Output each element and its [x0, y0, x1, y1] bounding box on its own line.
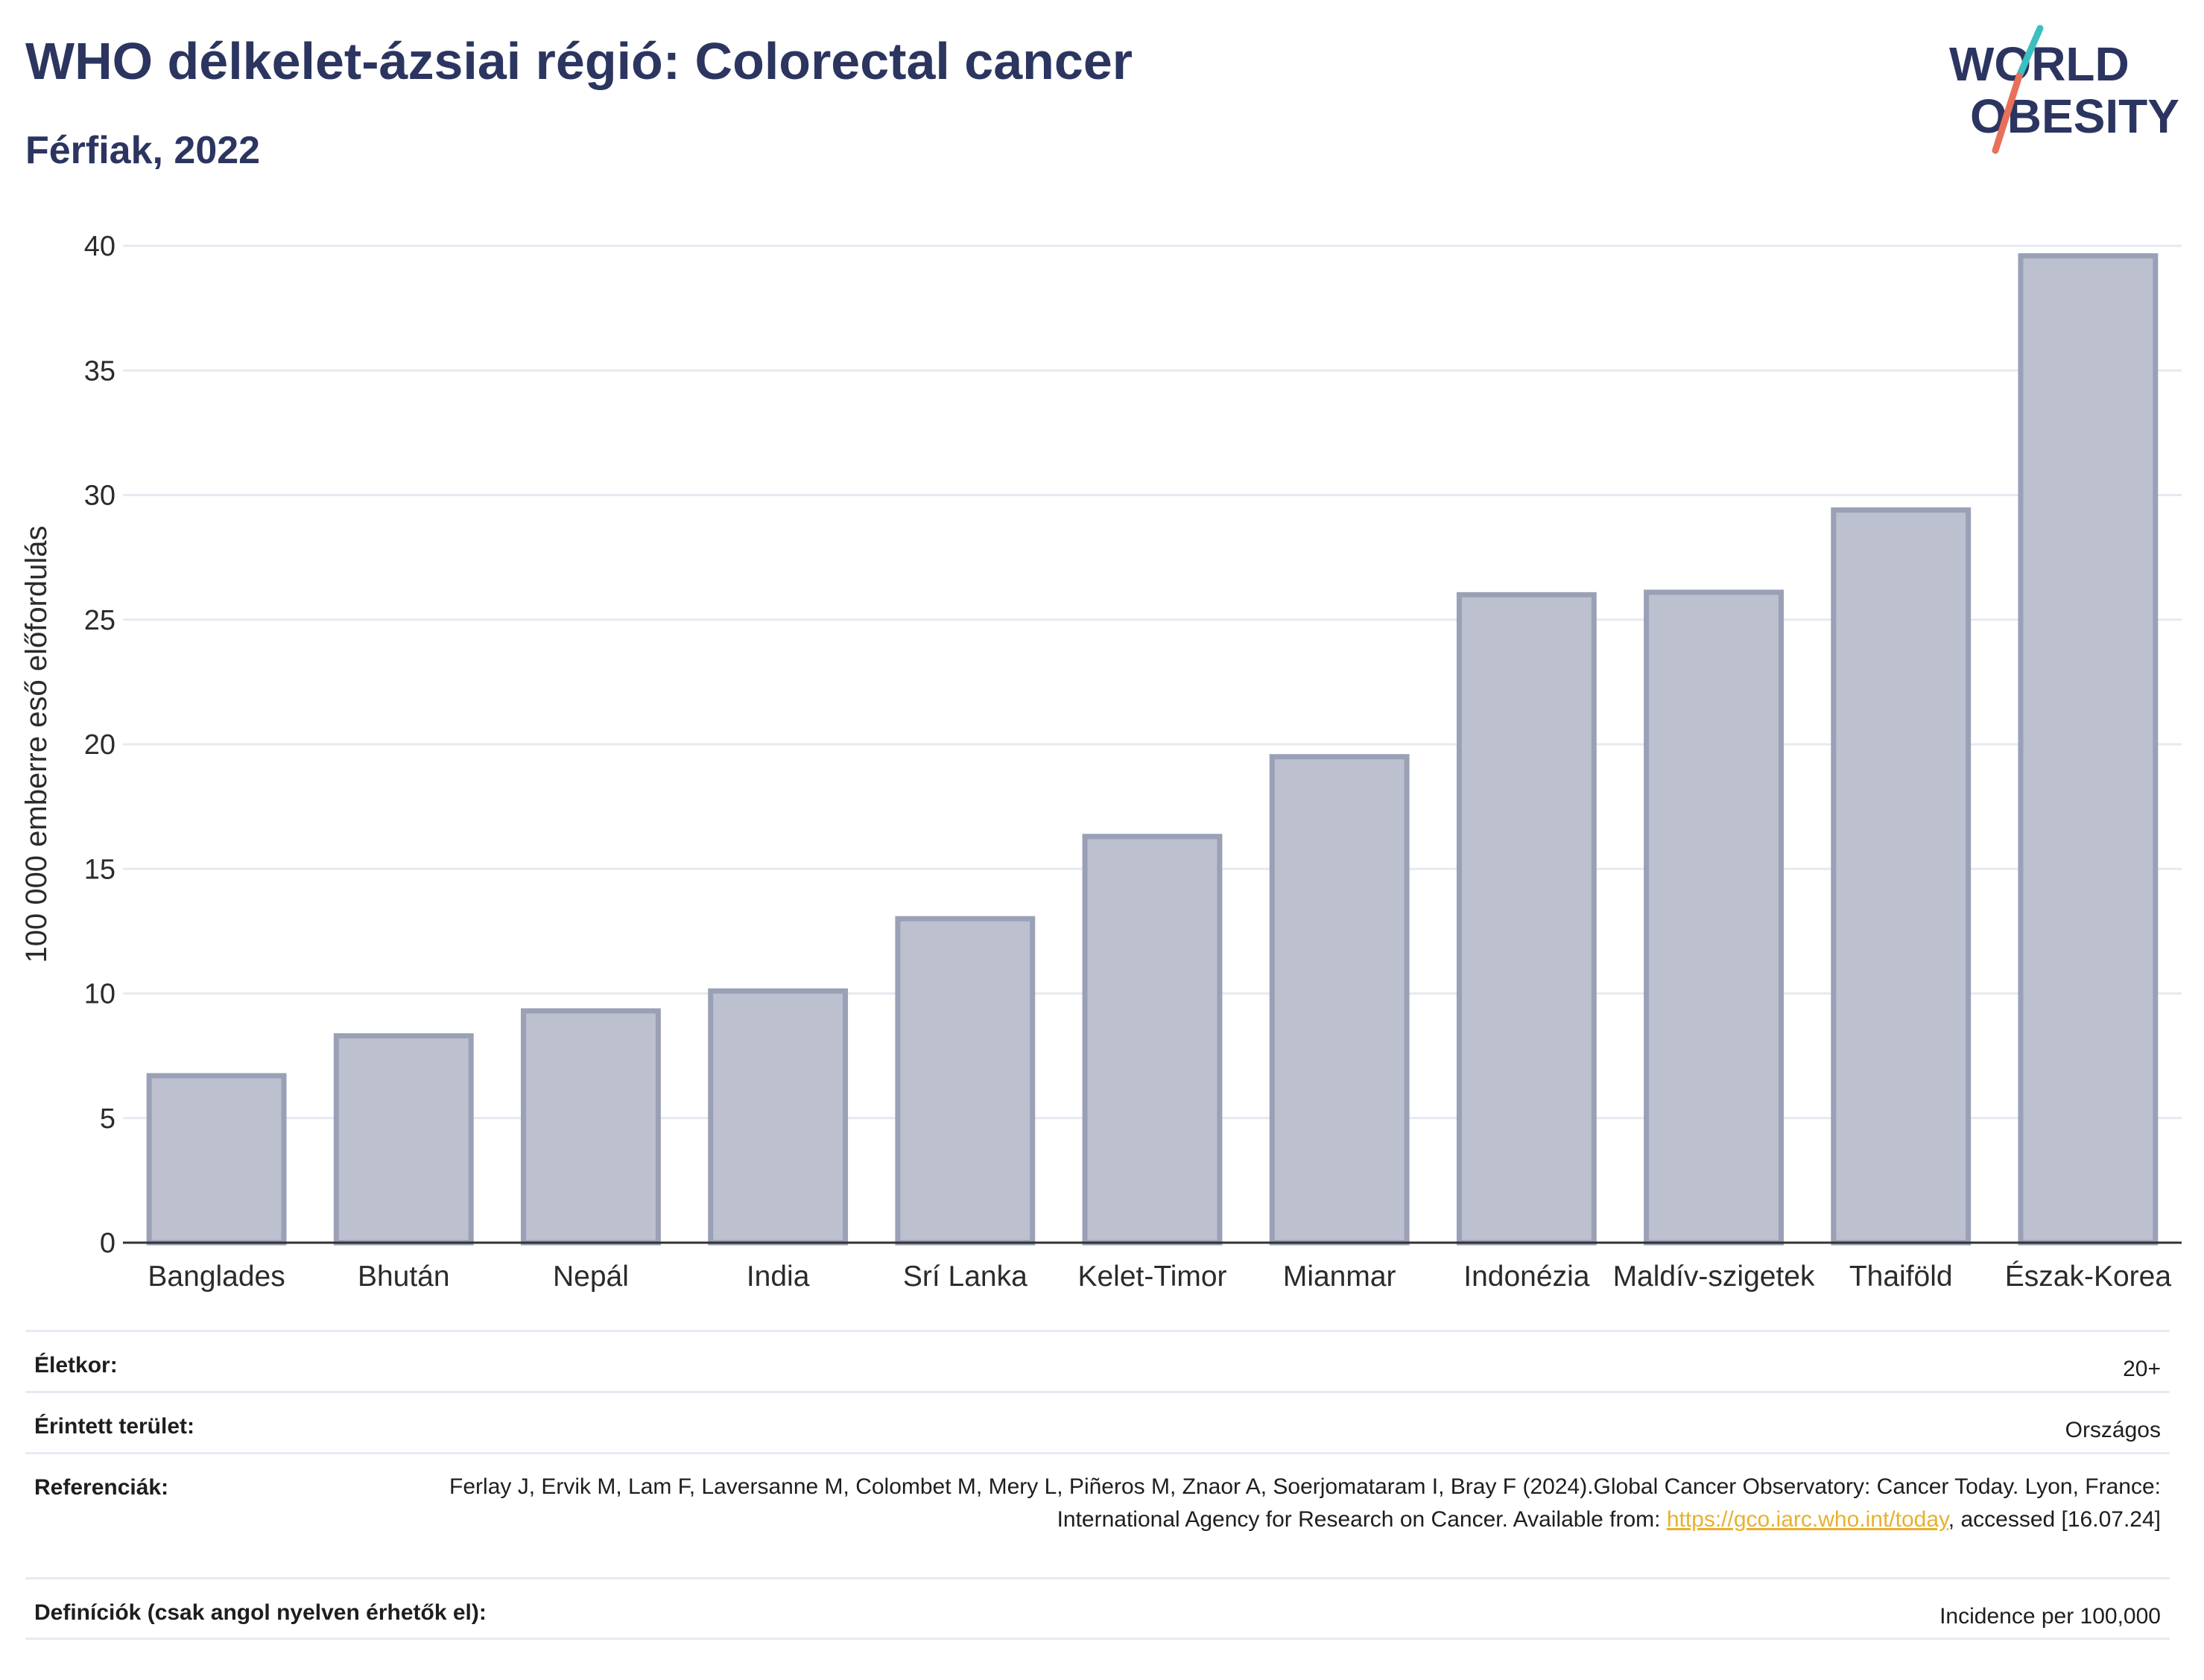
logo-slash-bottom	[1992, 72, 2023, 154]
x-tick-label: Bhután	[358, 1261, 450, 1293]
bar	[1456, 592, 1597, 1246]
age-value: 20+	[2123, 1357, 2161, 1381]
bar	[1831, 507, 1972, 1246]
y-tick-label: 0	[100, 1228, 115, 1259]
area-label: Érintett terület:	[34, 1414, 195, 1439]
bar	[521, 1008, 661, 1246]
x-tick-label: Thaiföld	[1849, 1261, 1953, 1293]
x-tick-label: Srí Lanka	[903, 1261, 1027, 1293]
x-tick-label: Mianmar	[1283, 1261, 1396, 1293]
bar	[708, 988, 849, 1246]
logo-slash-top	[2015, 25, 2044, 80]
bar	[1082, 834, 1223, 1246]
y-tick-label: 15	[84, 854, 115, 885]
references-row: Referenciák: Ferlay J, Ervik M, Lam F, L…	[25, 1452, 2170, 1577]
references-link[interactable]: https://gco.iarc.who.int/today	[1666, 1507, 1948, 1532]
definitions-row: Definíciók (csak angol nyelven érhetők e…	[25, 1577, 2170, 1640]
references-text: Ferlay J, Ervik M, Lam F, Laversanne M, …	[449, 1474, 2161, 1532]
metadata-table: Életkor: 20+ Érintett terület: Országos …	[25, 1330, 2170, 1640]
y-tick-label: 5	[100, 1103, 115, 1135]
bars	[146, 253, 2159, 1246]
area-value: Országos	[2065, 1418, 2161, 1442]
bar	[1269, 754, 1410, 1246]
definitions-label: Definíciók (csak angol nyelven érhetők e…	[34, 1600, 487, 1625]
bar	[2018, 253, 2159, 1246]
x-tick-label: Kelet-Timor	[1077, 1261, 1226, 1293]
y-tick-label: 35	[84, 355, 115, 387]
chart-subtitle: Férfiak, 2022	[25, 129, 261, 172]
references-label: Referenciák:	[34, 1475, 169, 1500]
bar	[1644, 589, 1784, 1246]
x-tick-label: Indonézia	[1463, 1261, 1589, 1293]
x-tick-label: Banglades	[148, 1261, 285, 1293]
definitions-value: Incidence per 100,000	[1939, 1604, 2161, 1629]
bar	[333, 1033, 474, 1246]
y-tick-label: 40	[84, 231, 115, 262]
references-accessed: , accessed [16.07.24]	[1948, 1507, 2161, 1532]
age-row: Életkor: 20+	[25, 1330, 2170, 1391]
y-tick-label: 10	[84, 979, 115, 1010]
x-tick-label: Nepál	[553, 1261, 629, 1293]
area-row: Érintett terület: Országos	[25, 1391, 2170, 1452]
y-axis-label: 100 000 emberre eső előfordulás	[20, 525, 53, 963]
logo-line-1: WORLD	[1949, 37, 2129, 91]
bar	[895, 916, 1036, 1246]
y-tick-label: 20	[84, 729, 115, 761]
y-tick-label: 25	[84, 605, 115, 636]
x-tick-label: Maldív-szigetek	[1613, 1261, 1815, 1293]
x-tick-label: Észak-Korea	[2005, 1261, 2172, 1293]
y-tick-label: 30	[84, 481, 115, 512]
age-label: Életkor:	[34, 1353, 118, 1378]
bar-chart: 0 5 10 15 20 25 30 35 40 Banglades Bhután Nepál Indi…	[20, 231, 2182, 1293]
chart-title: WHO délkelet-ázsiai régió: Colorectal ca…	[25, 32, 1133, 90]
world-obesity-logo: WORLD OBESITY	[1949, 25, 2179, 154]
bar	[146, 1073, 287, 1246]
x-tick-label: India	[747, 1261, 810, 1293]
references-value: Ferlay J, Ervik M, Lam F, Laversanne M, …	[447, 1471, 2161, 1536]
axes: 0 5 10 15 20 25 30 35 40 Banglades Bhután Nepál Indi…	[84, 231, 2182, 1293]
